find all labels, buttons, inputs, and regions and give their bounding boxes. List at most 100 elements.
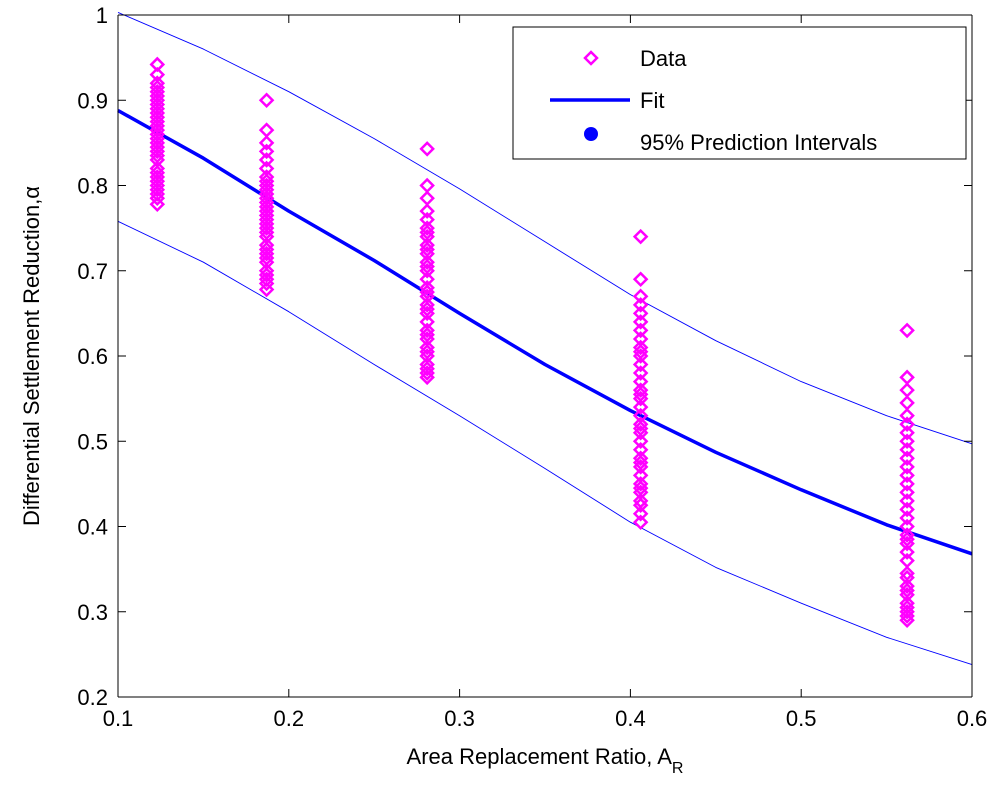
data-point [149, 66, 166, 83]
data-point [149, 56, 166, 73]
y-tick-label: 1 [96, 3, 108, 28]
data-point [632, 505, 649, 522]
data-point [899, 510, 915, 526]
data-point [899, 322, 915, 339]
series-line-prediction-upper [117, 11, 973, 445]
data-point [899, 565, 915, 582]
data-point [632, 373, 649, 390]
data-point [632, 331, 649, 347]
data-point [632, 382, 649, 398]
data-point [149, 196, 166, 213]
x-tick-label: 0.2 [274, 706, 305, 731]
data-point [632, 416, 649, 432]
data-point [899, 433, 915, 450]
data-point [632, 433, 649, 450]
x-tick-label: 0.6 [957, 706, 988, 731]
data-point [632, 493, 649, 509]
y-tick-label: 0.6 [77, 344, 108, 369]
data-point [258, 169, 275, 185]
data-point [419, 211, 435, 228]
data-point [632, 305, 649, 322]
data-point [258, 122, 275, 138]
data-point [419, 254, 435, 270]
data-point [419, 237, 435, 253]
data-point [899, 459, 915, 475]
data-point [632, 339, 649, 356]
data-point [632, 467, 649, 484]
data-point [258, 143, 275, 160]
x-axis-label-subscript: R [672, 760, 684, 777]
data-point [258, 135, 275, 151]
data-point [419, 339, 435, 356]
y-tick-label: 0.5 [77, 429, 108, 454]
data-point [419, 271, 435, 288]
legend-data-marker [583, 50, 599, 66]
data-point [258, 92, 275, 109]
y-axis-label: Differential Settlement Reduction,α [19, 186, 44, 526]
y-tick-label: 0.9 [77, 88, 108, 113]
data-point [258, 160, 275, 177]
data-point [632, 476, 649, 492]
legend: Data Fit 95% Prediction Intervals [512, 26, 967, 160]
data-point [899, 501, 915, 518]
tick-layer: 0.1 0.2 0.3 0.4 0.5 0.60.20.30.40.50.60.70.80… [77, 3, 987, 731]
x-tick-label: 0.3 [444, 706, 475, 731]
data-point [632, 271, 649, 288]
legend-fit-label: Fit [640, 88, 664, 113]
y-tick-label: 0.2 [77, 685, 108, 710]
data-point [899, 442, 915, 458]
data-point [419, 141, 435, 157]
y-tick-label: 0.8 [77, 174, 108, 199]
data-point [419, 203, 435, 219]
data-point [632, 314, 649, 330]
data-point [419, 177, 435, 194]
y-axis-label-main: Differential Settlement Reduction, [19, 199, 44, 526]
data-point [899, 484, 915, 501]
x-axis-label-main: Area Replacement Ratio, A [407, 744, 673, 769]
data-point [632, 399, 649, 415]
data-point [899, 493, 915, 509]
legend-prediction-marker [584, 127, 598, 141]
data-point [632, 514, 649, 531]
data-point [899, 527, 915, 543]
data-point [899, 407, 915, 424]
y-tick-label: 0.3 [77, 600, 108, 625]
data-point [632, 450, 649, 467]
data-point [258, 152, 275, 168]
data-point [632, 322, 649, 339]
data-point [632, 228, 649, 245]
data-point [632, 288, 649, 305]
data-point [899, 382, 915, 398]
data-point [899, 595, 915, 611]
legend-prediction-label: 95% Prediction Intervals [640, 130, 877, 155]
data-point [419, 322, 435, 339]
data-point [149, 160, 166, 177]
legend-data-label: Data [640, 46, 687, 71]
x-axis-label: Area Replacement Ratio, AR [407, 744, 684, 777]
data-point [419, 356, 435, 373]
x-tick-label: 0.5 [786, 706, 817, 731]
data-point [258, 281, 275, 298]
data-point [899, 416, 915, 432]
data-point [899, 395, 915, 411]
scatter-layer [149, 56, 915, 629]
y-axis-label-symbol: α [19, 186, 44, 199]
data-point [899, 467, 915, 484]
data-point [899, 544, 915, 560]
data-point [149, 75, 166, 91]
data-point [632, 356, 649, 373]
data-point [632, 365, 649, 381]
data-point [258, 262, 275, 279]
y-tick-label: 0.4 [77, 515, 108, 540]
data-point [632, 297, 649, 313]
data-point [632, 407, 649, 424]
data-point [899, 552, 915, 569]
data-point [899, 578, 915, 594]
x-tick-label: 0.4 [615, 706, 646, 731]
data-point [419, 297, 435, 313]
data-point [419, 190, 435, 207]
data-point [632, 442, 649, 458]
data-point [899, 450, 915, 467]
